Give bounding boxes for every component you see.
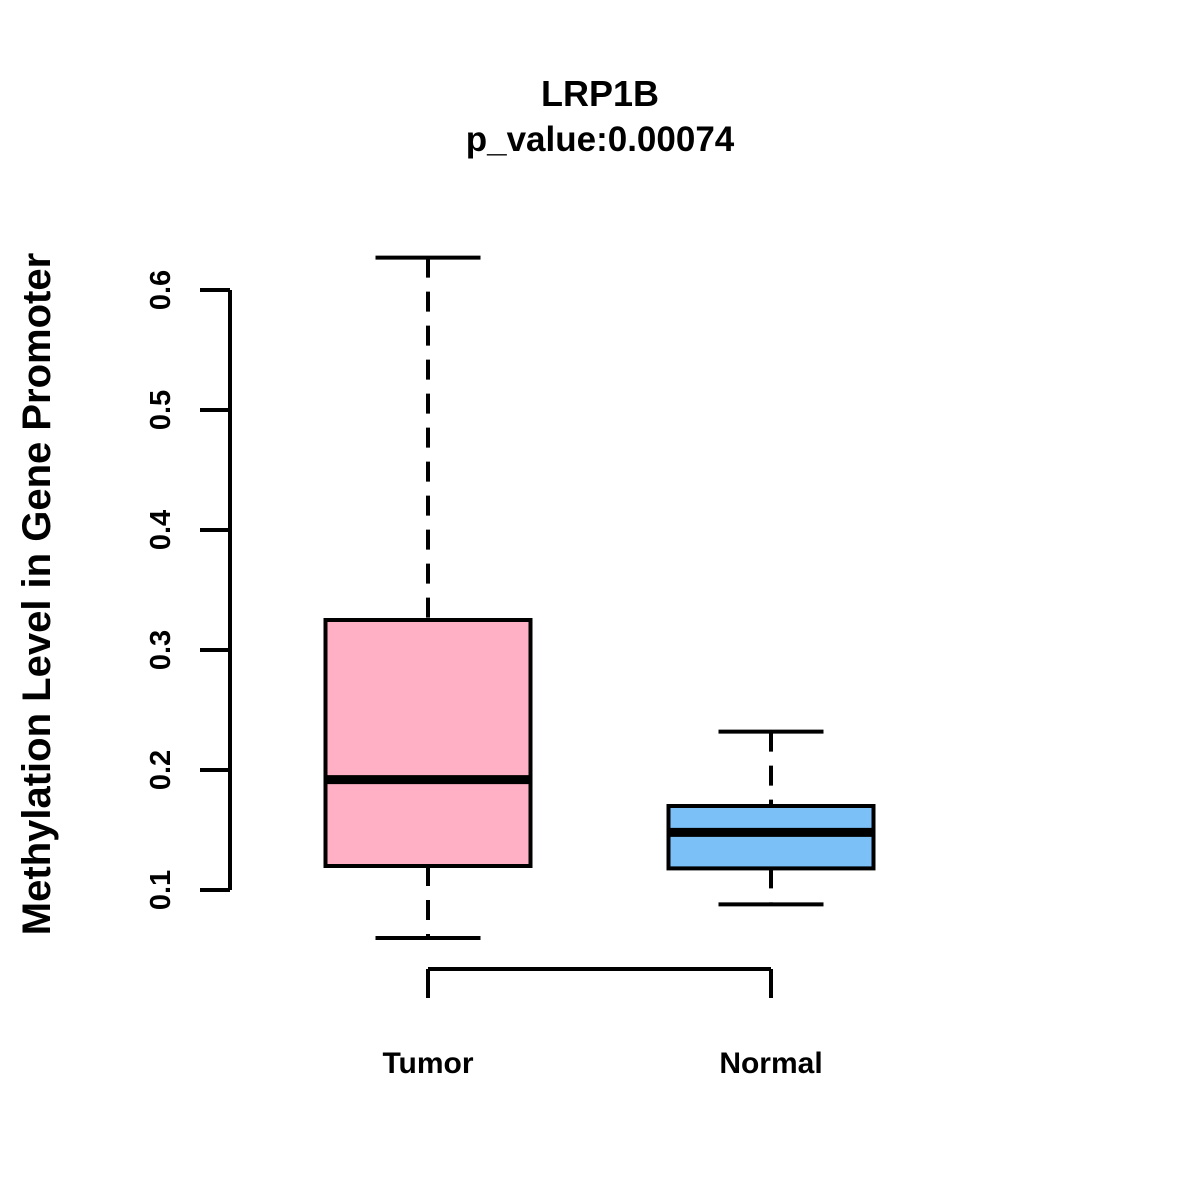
y-tick-label: 0.3 (145, 630, 177, 670)
y-tick-label: 0.4 (145, 510, 177, 550)
x-category-label-normal: Normal (719, 1047, 822, 1080)
plot-area: 0.1 0.2 0.3 0.4 0.5 0.6 (145, 255, 876, 998)
tumor-box (323, 618, 533, 868)
y-tick-label: 0.6 (145, 270, 177, 310)
y-tick-label: 0.2 (145, 750, 177, 790)
x-category-label-tumor: Tumor (382, 1047, 473, 1080)
normal-box (666, 804, 876, 871)
chart-subtitle: p_value:0.00074 (466, 120, 735, 159)
chart-title: LRP1B (541, 73, 659, 114)
y-tick-label: 0.1 (145, 870, 177, 910)
y-axis-label: Methylation Level in Gene Promoter (15, 253, 59, 935)
y-tick-label: 0.5 (145, 390, 177, 430)
